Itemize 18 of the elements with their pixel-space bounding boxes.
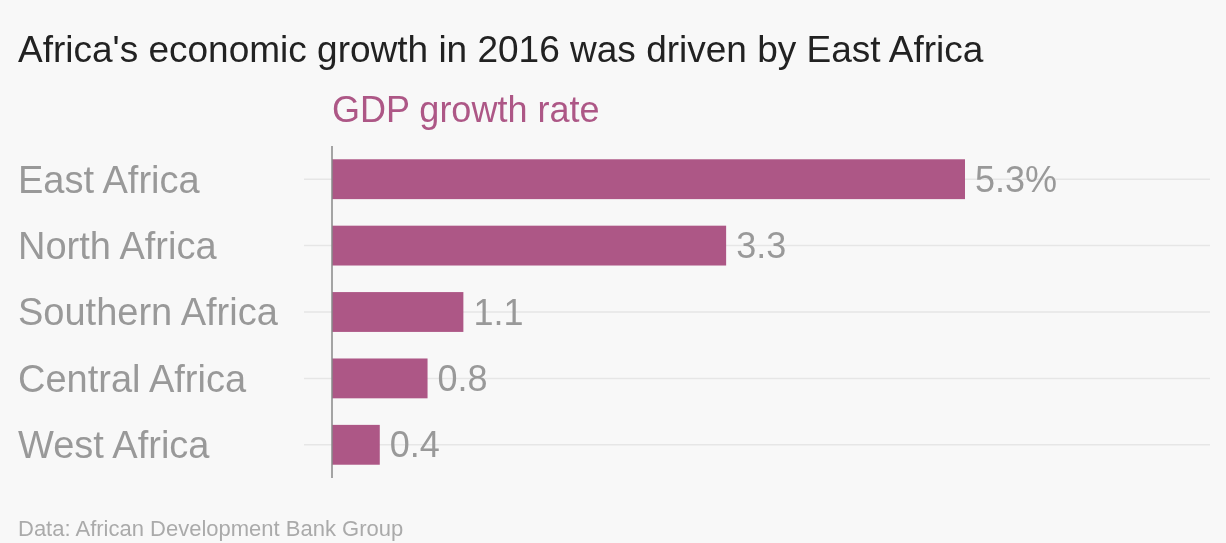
bar [332, 292, 464, 332]
chart-title: Africa's economic growth in 2016 was driven by East Africa [18, 29, 984, 70]
bar [332, 159, 965, 200]
text: Data: African Development Bank Group [18, 516, 404, 541]
bar [332, 358, 428, 399]
bar [332, 424, 380, 465]
y-tick-label: East Africa [18, 158, 201, 201]
y-tick-label: North Africa [18, 224, 218, 267]
y-tick-label: Central Africa [18, 357, 247, 400]
bar [332, 225, 727, 266]
data-label: 0.8 [437, 358, 488, 399]
y-tick-label: West Africa [18, 424, 211, 467]
data-label: 3.3 [736, 225, 787, 267]
data-label: 5.3% [975, 158, 1058, 200]
series-label: GDP growth rate [332, 89, 600, 130]
data-label: 0.4 [389, 424, 440, 466]
data-label: 1.1 [473, 291, 524, 333]
y-tick-label: Southern Africa [18, 291, 279, 334]
